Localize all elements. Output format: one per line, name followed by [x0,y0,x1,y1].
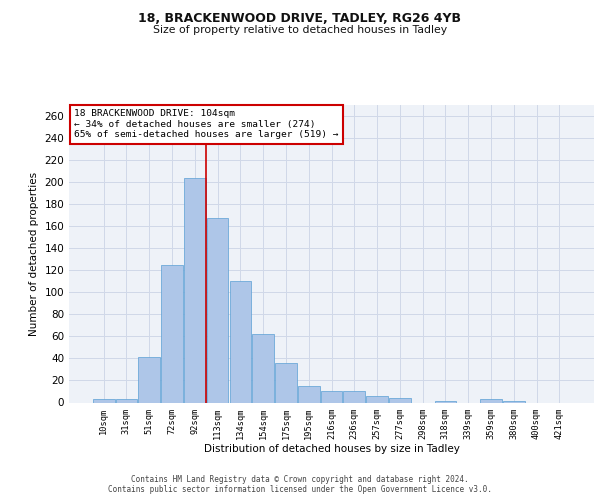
Bar [116,399,137,402]
Bar [366,396,388,402]
Text: Size of property relative to detached houses in Tadley: Size of property relative to detached ho… [153,25,447,35]
Text: 18, BRACKENWOOD DRIVE, TADLEY, RG26 4YB: 18, BRACKENWOOD DRIVE, TADLEY, RG26 4YB [139,12,461,26]
Text: 18 BRACKENWOOD DRIVE: 104sqm
← 34% of detached houses are smaller (274)
65% of s: 18 BRACKENWOOD DRIVE: 104sqm ← 34% of de… [74,110,339,140]
Bar [275,363,297,403]
Bar [93,399,115,402]
Bar [161,265,183,402]
Text: Contains HM Land Registry data © Crown copyright and database right 2024.
Contai: Contains HM Land Registry data © Crown c… [108,474,492,494]
Bar [343,392,365,402]
Bar [230,282,251,403]
X-axis label: Distribution of detached houses by size in Tadley: Distribution of detached houses by size … [203,444,460,454]
Bar [253,334,274,402]
Bar [184,178,206,402]
Bar [298,386,320,402]
Bar [320,392,343,402]
Bar [389,398,410,402]
Bar [480,399,502,402]
Y-axis label: Number of detached properties: Number of detached properties [29,172,39,336]
Bar [207,218,229,402]
Bar [139,358,160,403]
